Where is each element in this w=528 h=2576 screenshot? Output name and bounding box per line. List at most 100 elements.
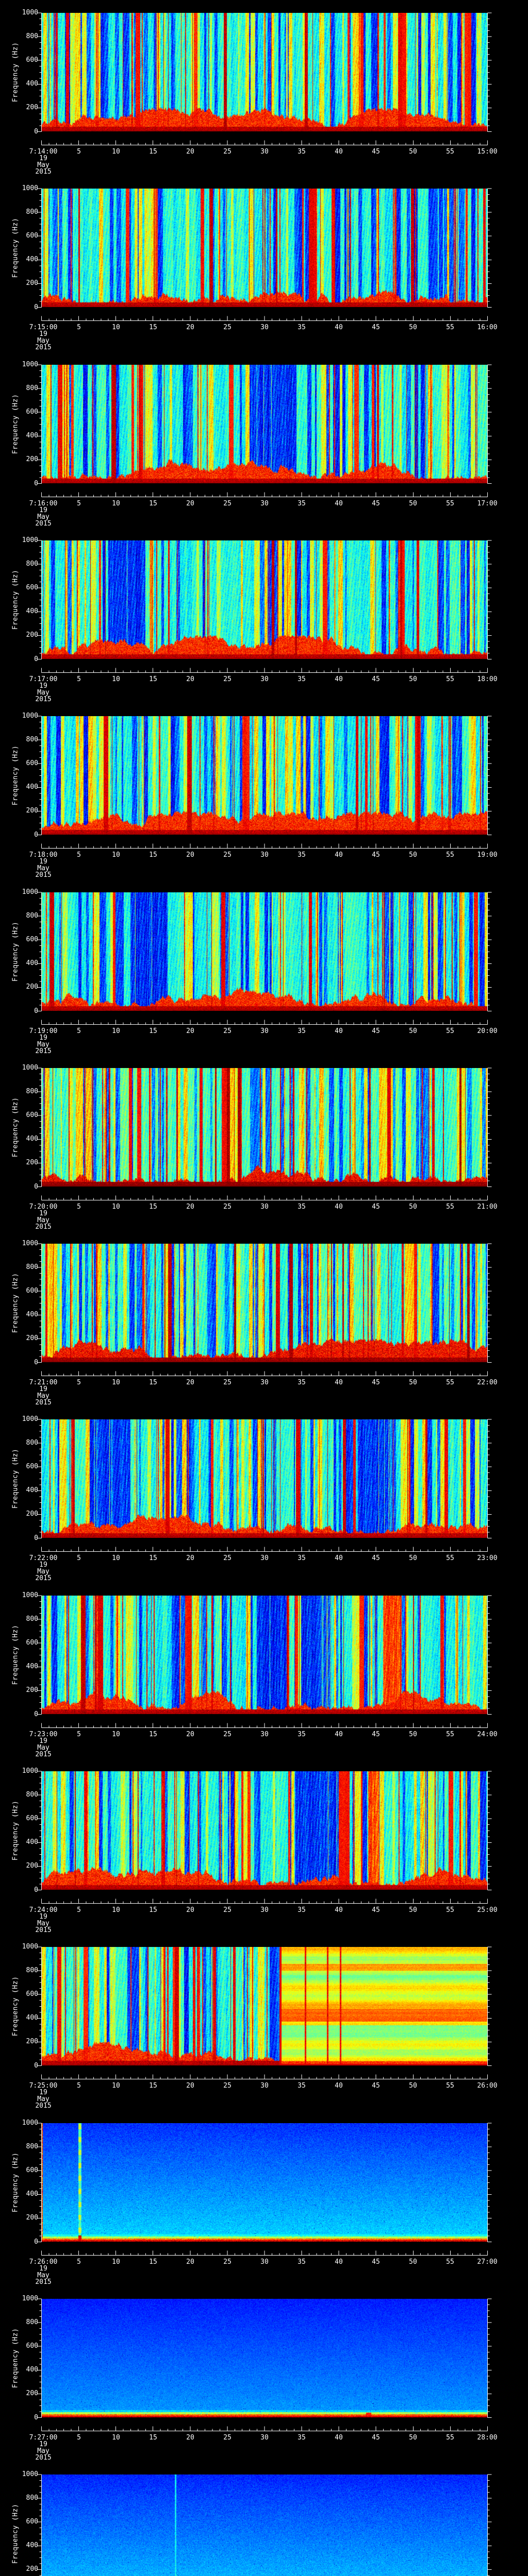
- spectrogram-image: [42, 1244, 487, 1362]
- x-tick-label: 40: [335, 500, 343, 507]
- x-tick-label: 10: [112, 2434, 120, 2442]
- start-datetime-label: 7:26:00 19 May 2015: [29, 2259, 58, 2285]
- axis-lines: [37, 2474, 492, 2576]
- date-month-label: May: [37, 2095, 50, 2103]
- y-tick-label: 1000: [22, 1767, 38, 1775]
- x-tick-label: 10: [112, 500, 120, 507]
- x-tick-label: 55: [446, 675, 454, 683]
- y-tick-label: 600: [26, 759, 38, 767]
- y-tick-label: 400: [26, 256, 38, 263]
- date-year-label: 2015: [35, 1751, 52, 1758]
- x-tick-label: 20: [186, 1203, 194, 1211]
- y-tick-label: 1000: [22, 1943, 38, 1951]
- spectrogram-image: [42, 2123, 487, 2242]
- start-time-label: 7:25:00: [29, 2082, 58, 2090]
- y-tick-label: 0: [34, 480, 38, 487]
- x-tick-label: 5: [77, 148, 81, 156]
- x-tick-label: 30: [260, 148, 269, 156]
- date-day-label: 19: [39, 506, 47, 514]
- date-year-label: 2015: [35, 2278, 52, 2286]
- x-tick-label: 15: [149, 324, 157, 331]
- date-year-label: 2015: [35, 168, 52, 176]
- y-tick-label: 800: [26, 560, 38, 568]
- start-time-label: 7:20:00: [29, 1203, 58, 1211]
- y-tick-label: 400: [26, 1838, 38, 1846]
- x-tick-label: 10: [112, 1379, 120, 1386]
- x-tick-label: 35: [298, 1379, 306, 1386]
- x-tick-label: 35: [298, 2082, 306, 2090]
- y-tick-label: 200: [26, 1686, 38, 1694]
- y-tick-label: 800: [26, 1439, 38, 1447]
- spectrogram-image: [42, 365, 487, 483]
- date-month-label: May: [37, 1744, 50, 1752]
- y-tick-label: 600: [26, 232, 38, 240]
- date-day-label: 19: [39, 2265, 47, 2273]
- y-tick-label: 1000: [22, 2295, 38, 2302]
- x-tick-label: 45: [372, 1906, 380, 1914]
- y-tick-label: 1000: [22, 2470, 38, 2478]
- y-tick-label: 0: [34, 1710, 38, 1718]
- x-tick-label: 55: [446, 1379, 454, 1386]
- x-tick-label: 35: [298, 500, 306, 507]
- y-tick-label: 400: [26, 432, 38, 439]
- y-tick-label: 800: [26, 1088, 38, 1095]
- start-datetime-label: 7:14:00 19 May 2015: [29, 148, 58, 175]
- y-tick-label: 200: [26, 2038, 38, 2045]
- x-tick-label: 40: [335, 1379, 343, 1386]
- y-tick-label: 1000: [22, 1064, 38, 1072]
- x-tick-label: 45: [372, 1554, 380, 1562]
- x-tick-label: 35: [298, 2434, 306, 2442]
- x-tick-label: 25: [223, 1027, 232, 1035]
- spectrogram-image: [42, 1596, 487, 1714]
- y-tick-label: 0: [34, 2062, 38, 2070]
- x-tick-label: 15: [149, 1554, 157, 1562]
- date-year-label: 2015: [35, 871, 52, 879]
- axis-tick-marks: [37, 188, 492, 321]
- x-tick-label: 40: [335, 851, 343, 859]
- date-month-label: May: [37, 337, 50, 345]
- start-datetime-label: 7:16:00 19 May 2015: [29, 500, 58, 527]
- start-time-label: 7:27:00: [29, 2434, 58, 2442]
- y-tick-label: 600: [26, 2166, 38, 2174]
- axis-tick-marks: [37, 1595, 492, 1728]
- y-tick-label: 600: [26, 56, 38, 64]
- y-tick-label: 200: [26, 1159, 38, 1166]
- x-tick-label: 20: [186, 1731, 194, 1738]
- axis-lines: [37, 2298, 492, 2431]
- x-tick-label: 5: [77, 851, 81, 859]
- y-tick-label: 1000: [22, 536, 38, 544]
- x-tick-label: 5: [77, 1379, 81, 1386]
- y-tick-label: 400: [26, 783, 38, 791]
- date-year-label: 2015: [35, 344, 52, 351]
- start-time-label: 7:18:00: [29, 851, 58, 859]
- spectrogram-panel-1: Frequency (Hz) 0 200 400 600 800 1000 5 10 15 20…: [0, 0, 528, 176]
- x-tick-label: 5: [77, 500, 81, 507]
- y-tick-label: 400: [26, 1311, 38, 1318]
- x-tick-label: 50: [409, 1731, 417, 1738]
- x-tick-label: 25: [223, 1731, 232, 1738]
- x-tick-label: 20: [186, 500, 194, 507]
- axis-tick-marks: [37, 1067, 492, 1200]
- axis-tick-marks: [37, 2298, 492, 2431]
- spectrogram-panel-12: Frequency (Hz) 0 200 400 600 800 1000 5 10 15 20…: [0, 1934, 528, 2110]
- start-time-label: 7:16:00: [29, 500, 58, 507]
- y-tick-label: 400: [26, 2190, 38, 2198]
- y-tick-label: 200: [26, 1510, 38, 1518]
- axis-tick-marks: [37, 1946, 492, 2079]
- x-tick-label: 50: [409, 1379, 417, 1386]
- y-tick-label: 800: [26, 1263, 38, 1271]
- x-tick-label: 5: [77, 1731, 81, 1738]
- axis-lines: [37, 1595, 492, 1728]
- date-year-label: 2015: [35, 1926, 52, 1934]
- start-datetime-label: 7:23:00 19 May 2015: [29, 1731, 58, 1758]
- y-tick-label: 600: [26, 1815, 38, 1822]
- y-tick-label: 800: [26, 736, 38, 743]
- x-tick-label: 15: [149, 2258, 157, 2266]
- x-tick-label: 30: [260, 1906, 269, 1914]
- y-tick-label: 800: [26, 2318, 38, 2326]
- x-tick-label: 15: [149, 675, 157, 683]
- start-time-label: 7:26:00: [29, 2258, 58, 2266]
- spectrogram-panel-3: Frequency (Hz) 0 200 400 600 800 1000 5 10 15 20…: [0, 352, 528, 528]
